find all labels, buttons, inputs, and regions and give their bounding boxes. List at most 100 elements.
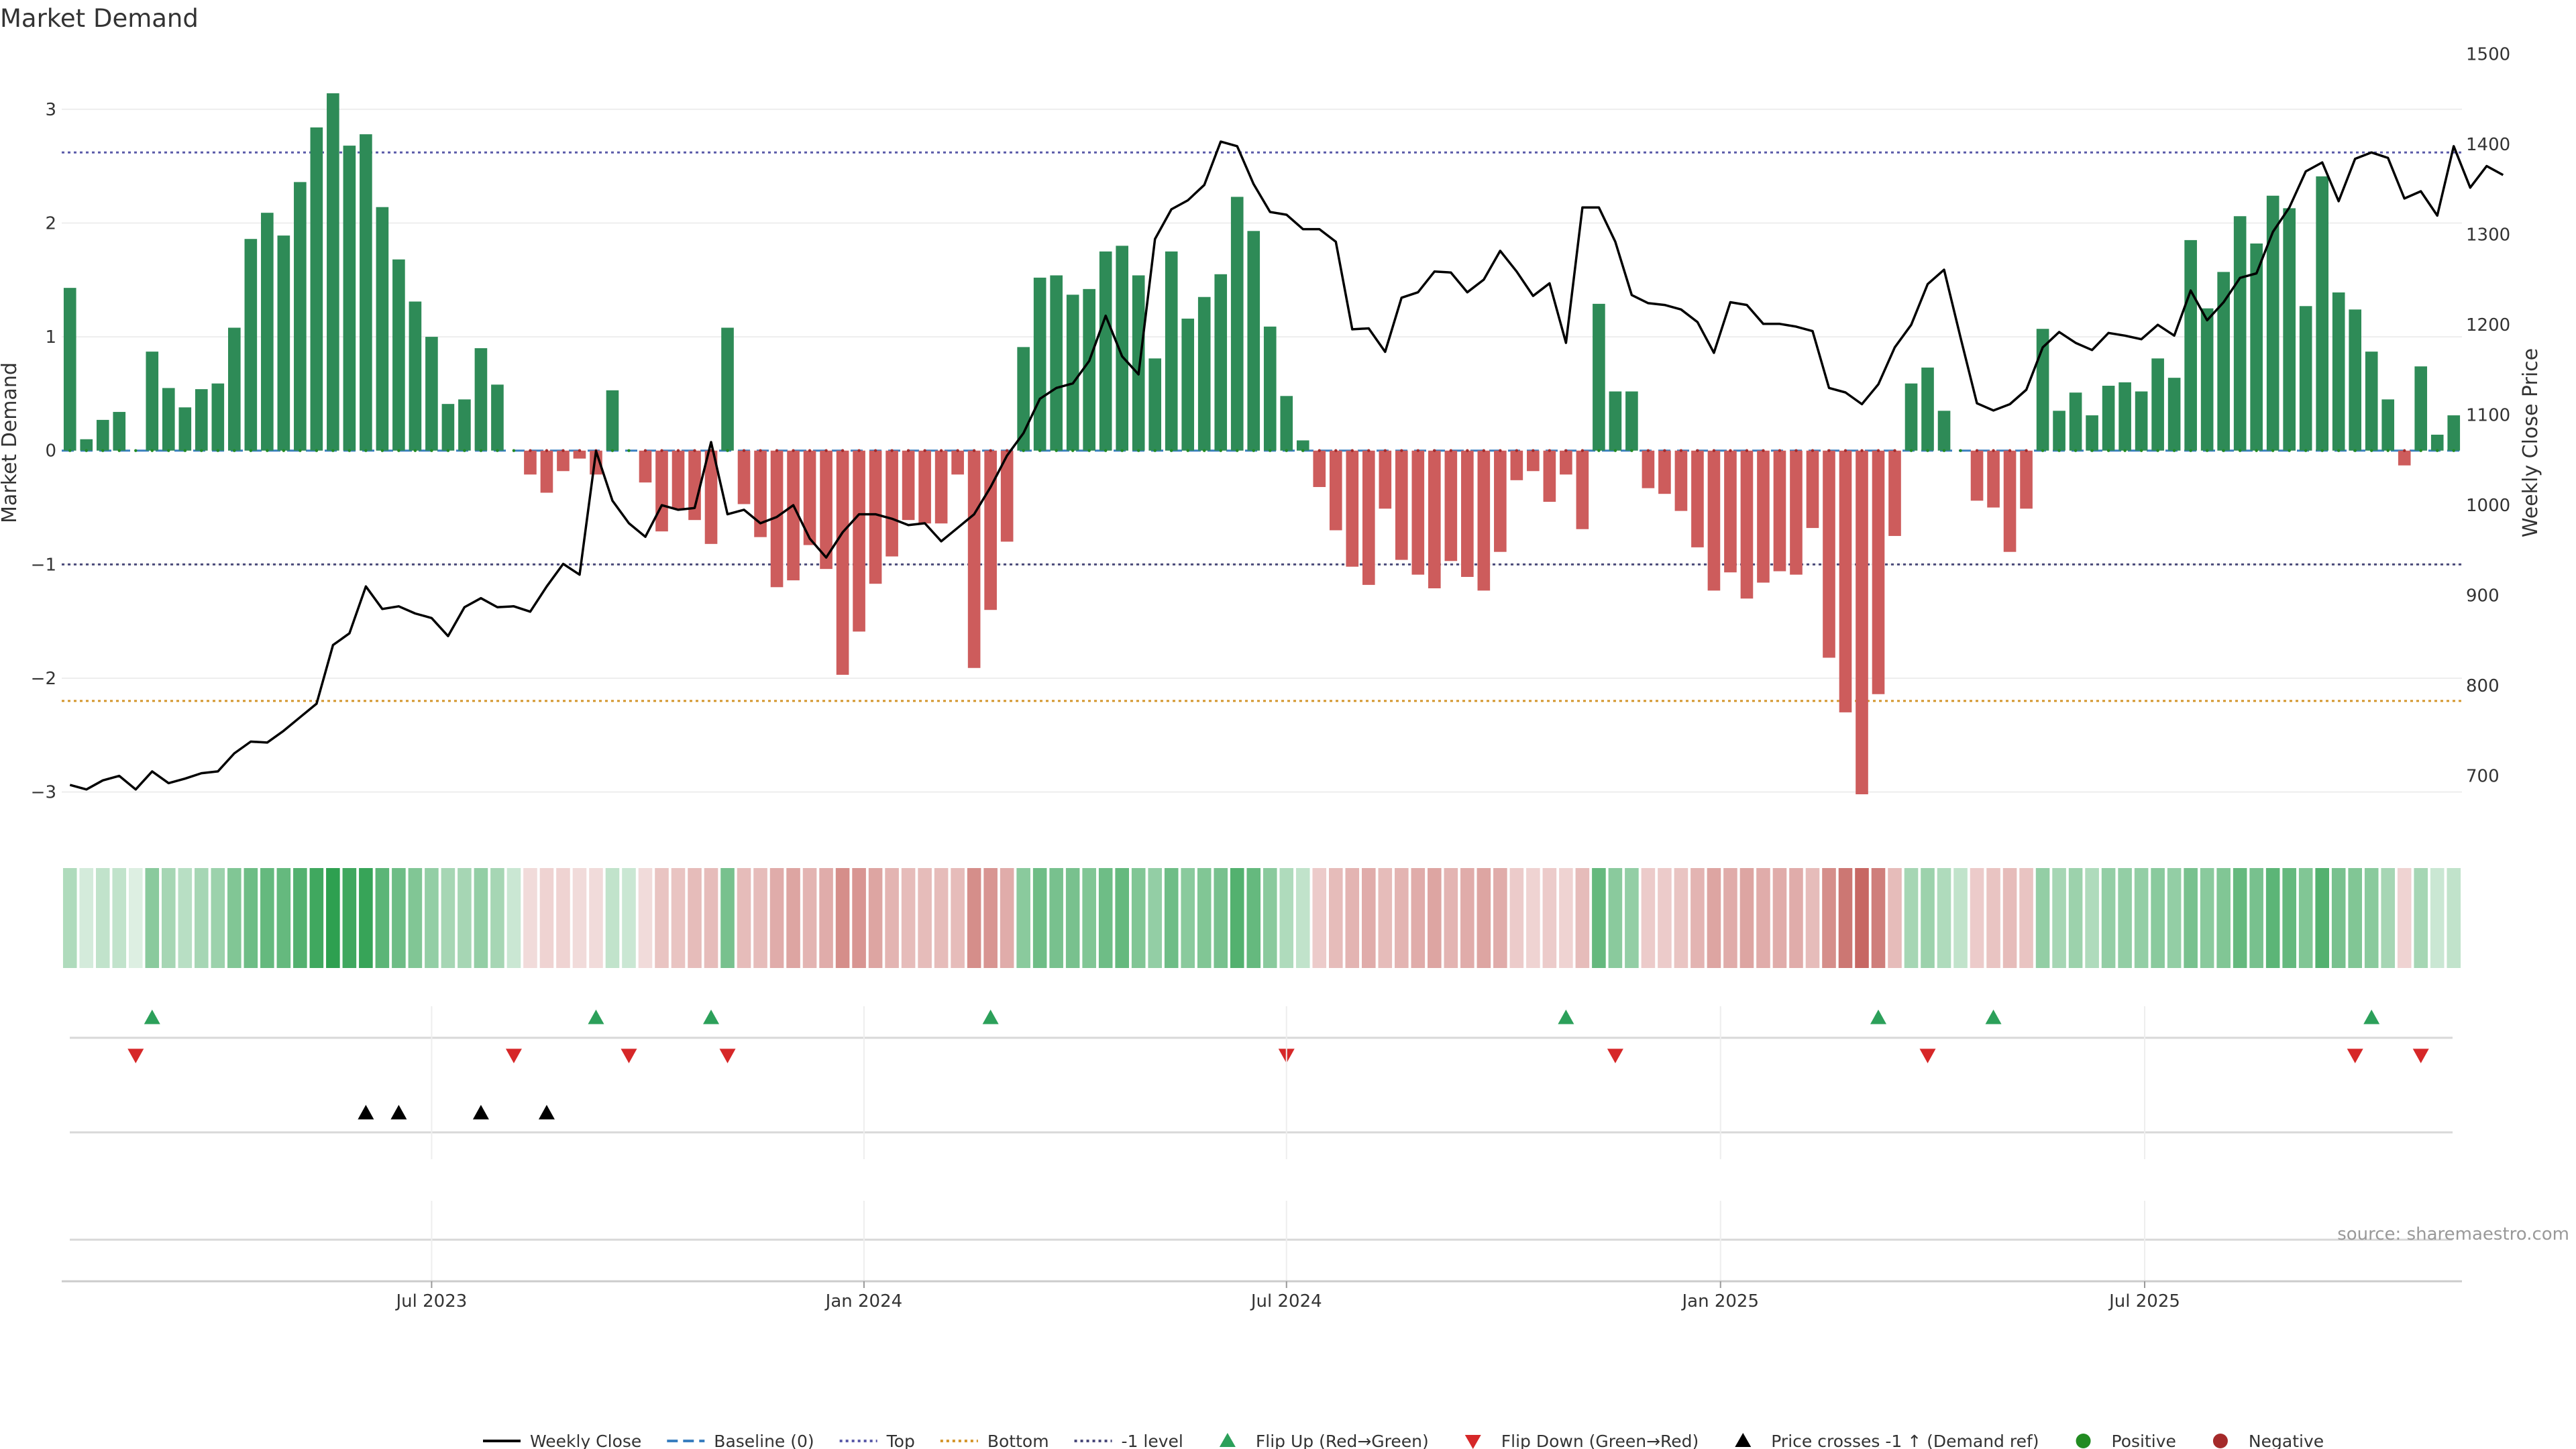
positive-demand-bar: [2283, 208, 2296, 451]
negative-dot: [2403, 449, 2406, 452]
negative-demand-bar: [869, 450, 882, 584]
heat-cell: [342, 868, 357, 968]
heat-cell: [1197, 868, 1212, 968]
positive-demand-bar: [1132, 275, 1145, 451]
heat-cell: [967, 868, 981, 968]
heat-cell: [326, 868, 340, 968]
heat-cell: [95, 868, 110, 968]
negative-demand-bar: [704, 450, 718, 544]
y-tick-label: 2: [45, 213, 56, 233]
chart-legend: Weekly Close Baseline (0) Top Bottom -1 leve…: [483, 1432, 2324, 1449]
negative-dot: [1843, 449, 1847, 452]
positive-dot: [1630, 449, 1633, 452]
positive-dot: [85, 449, 88, 452]
y-tick-label: 1: [45, 327, 56, 347]
heat-cell: [556, 868, 570, 968]
y-tick-label: −3: [31, 783, 56, 803]
positive-dot: [2222, 449, 2225, 452]
negative-dot: [1532, 449, 1535, 452]
positive-dot: [2370, 449, 2373, 452]
negative-demand-bar: [1674, 450, 1688, 511]
y2-tick-label: 900: [2466, 586, 2500, 606]
y2-tick-label: 700: [2466, 767, 2500, 787]
positive-demand-bar: [162, 388, 175, 451]
negative-dot: [1383, 449, 1387, 452]
positive-demand-bar: [474, 348, 488, 451]
positive-demand-bar: [1214, 274, 1228, 451]
heat-cell: [572, 868, 587, 968]
negative-dot: [1663, 449, 1666, 452]
positive-dot: [266, 449, 269, 452]
positive-demand-bar: [1263, 326, 1277, 451]
negative-dot: [1696, 449, 1699, 452]
negative-demand-bar: [1806, 450, 1819, 529]
positive-dot: [1909, 449, 1913, 452]
positive-dot: [1136, 449, 1140, 452]
x-tick-label: Jan 2025: [1680, 1291, 1759, 1311]
positive-demand-bar: [2151, 358, 2164, 451]
negative-demand-bar: [1543, 450, 1556, 502]
negative-demand-bar: [1970, 450, 1984, 501]
heat-cell: [2298, 868, 2313, 968]
heat-cell: [2397, 868, 2412, 968]
positive-demand-bar: [1230, 197, 1244, 451]
heat-cell: [819, 868, 833, 968]
heat-cell: [2381, 868, 2396, 968]
heat-cell: [2134, 868, 2149, 968]
negative-demand-bar: [1658, 450, 1671, 494]
positive-demand-bar: [1937, 411, 1951, 451]
positive-dot: [1301, 449, 1305, 452]
negative-demand-bar: [1823, 450, 1835, 658]
negative-dot: [1975, 449, 1979, 452]
negative-dot: [545, 449, 549, 452]
heat-cell: [62, 868, 77, 968]
negative-demand-bar: [672, 450, 685, 509]
heat-cell: [1641, 868, 1656, 968]
flip-up-marker: [1870, 1010, 1887, 1024]
negative-demand-bar: [1773, 450, 1786, 572]
positive-dot: [1236, 449, 1239, 452]
heat-cell: [2151, 868, 2165, 968]
positive-demand-bar: [2447, 415, 2461, 451]
positive-dot: [1252, 449, 1255, 452]
y2-tick-label: 1100: [2466, 406, 2510, 426]
negative-demand-bar: [1510, 450, 1523, 480]
heat-cell: [1395, 868, 1409, 968]
positive-demand-bar: [63, 288, 76, 451]
heat-cell: [1214, 868, 1228, 968]
y2-tick-label: 1500: [2466, 45, 2510, 65]
price-line-layer: [69, 140, 2504, 791]
flip-down-marker: [2412, 1049, 2429, 1063]
positive-dot: [200, 449, 203, 452]
heat-cell: [1444, 868, 1458, 968]
negative-demand-bar: [1379, 450, 1392, 509]
heat-cell: [474, 868, 488, 968]
positive-dot: [1153, 449, 1157, 452]
heat-cell: [655, 868, 669, 968]
heat-cell: [2167, 868, 2182, 968]
positive-dot: [479, 449, 483, 452]
negative-demand-bar: [1740, 450, 1754, 599]
positive-dot: [2123, 449, 2127, 452]
heat-cell: [1855, 868, 1869, 968]
positive-dot: [364, 449, 368, 452]
heat-cell: [1295, 868, 1310, 968]
negative-dot: [742, 449, 746, 452]
positive-demand-bar: [2036, 329, 2049, 451]
heat-cell: [1328, 868, 1343, 968]
heat-cell: [1986, 868, 2000, 968]
positive-dot: [315, 449, 319, 452]
negative-dot: [1548, 449, 1552, 452]
positive-demand-bar: [1593, 303, 1605, 451]
legend-item: Flip Down (Green→Red): [1464, 1432, 1699, 1449]
positive-dot: [68, 449, 72, 452]
negative-dot: [1449, 449, 1453, 452]
heat-cell: [2052, 868, 2066, 968]
heat-cell: [2035, 868, 2050, 968]
positive-demand-bar: [2349, 309, 2362, 451]
x-tick-label: Jul 2023: [394, 1291, 467, 1311]
flip-down-marker: [127, 1049, 144, 1063]
positive-dot: [2419, 449, 2422, 452]
negative-demand-bar: [1461, 450, 1474, 578]
